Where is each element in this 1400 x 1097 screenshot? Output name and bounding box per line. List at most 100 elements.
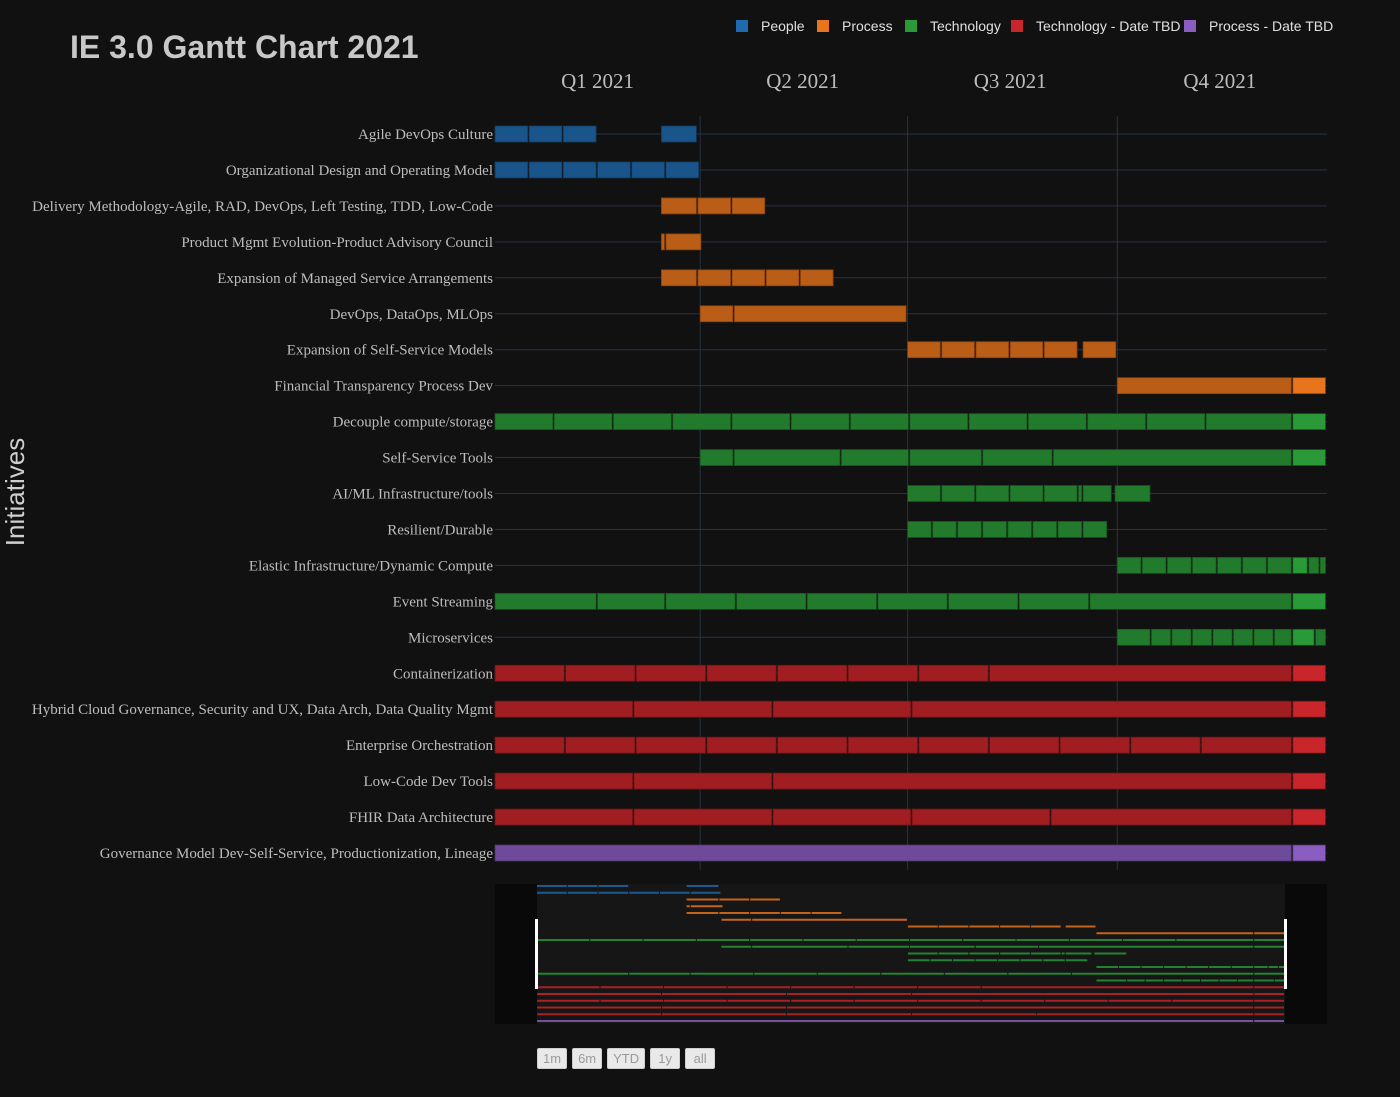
gantt-bar[interactable] [1192,628,1212,646]
gantt-bar[interactable] [661,233,665,251]
gantt-bar[interactable] [1217,557,1242,574]
gantt-bar[interactable] [736,592,807,610]
gantt-bar[interactable] [777,664,848,682]
gantt-bar[interactable] [562,161,597,179]
range-button-all[interactable]: all [685,1048,716,1069]
legend-label-2[interactable]: Process [842,18,893,34]
gantt-bar[interactable] [1292,772,1326,790]
gantt-bar[interactable] [665,233,702,251]
gantt-bar[interactable] [553,413,613,431]
gantt-bar[interactable] [932,521,957,538]
gantt-bar[interactable] [941,341,975,359]
gantt-bar[interactable] [597,161,631,179]
gantt-bar[interactable] [907,341,941,359]
gantt-bar[interactable] [847,736,918,754]
gantt-bar[interactable] [918,664,989,682]
gantt-bar[interactable] [989,664,1292,682]
range-slider-handle-right[interactable] [1284,919,1287,989]
gantt-bar[interactable] [907,485,941,502]
gantt-bar[interactable] [1292,413,1326,431]
gantt-bar[interactable] [765,269,800,287]
gantt-bar[interactable] [494,592,597,610]
gantt-bar[interactable] [633,700,772,718]
gantt-bar[interactable] [562,125,597,143]
gantt-bar[interactable] [800,269,834,287]
gantt-bar[interactable] [494,844,1292,862]
gantt-bar[interactable] [1007,521,1032,538]
gantt-bar[interactable] [1292,377,1326,395]
gantt-bar[interactable] [772,772,1292,790]
range-slider[interactable] [495,884,1327,1024]
gantt-bar[interactable] [565,736,636,754]
gantt-bar[interactable] [1274,628,1292,646]
legend-label-3[interactable]: Technology [930,18,1001,34]
gantt-bar[interactable] [1141,557,1167,574]
gantt-bar[interactable] [1292,592,1326,610]
gantt-bar[interactable] [772,700,912,718]
gantt-bar[interactable] [1059,736,1130,754]
legend[interactable]: People Process Technology Technology - Date… [736,18,1333,34]
gantt-bars[interactable] [494,125,1326,862]
gantt-bar[interactable] [772,808,912,826]
gantt-bar[interactable] [982,449,1053,466]
gantt-bar[interactable] [697,197,731,215]
legend-label-4[interactable]: Technology - Date TBD [1036,18,1180,34]
gantt-bar[interactable] [975,341,1010,359]
range-button-6m[interactable]: 6m [572,1048,603,1069]
gantt-bar[interactable] [1205,413,1292,431]
gantt-bar[interactable] [733,305,907,323]
gantt-bar[interactable] [1292,557,1308,574]
gantt-bar[interactable] [494,736,565,754]
gantt-bar[interactable] [1292,736,1326,754]
gantt-bar[interactable] [731,413,791,431]
gantt-bar[interactable] [631,161,665,179]
gantt-bar[interactable] [1192,557,1217,574]
gantt-bar[interactable] [661,125,697,143]
legend-swatch-5[interactable] [1184,20,1196,32]
gantt-bar[interactable] [1212,628,1233,646]
gantt-bar[interactable] [1308,557,1320,574]
gantt-bar[interactable] [1082,485,1112,502]
gantt-bar[interactable] [806,592,877,610]
gantt-bar[interactable] [957,521,982,538]
gantt-bar[interactable] [494,664,565,682]
legend-swatch-1[interactable] [736,20,748,32]
legend-label-1[interactable]: People [761,18,805,34]
gantt-bar[interactable] [1082,341,1117,359]
gantt-bar[interactable] [733,449,841,466]
gantt-bar[interactable] [1089,592,1292,610]
gantt-bar[interactable] [699,305,734,323]
gantt-bar[interactable] [1116,628,1151,646]
gantt-bar[interactable] [672,413,731,431]
gantt-bar[interactable] [706,664,777,682]
gantt-bar[interactable] [968,413,1028,431]
gantt-bar[interactable] [1032,521,1057,538]
gantt-bar[interactable] [918,736,989,754]
gantt-bar[interactable] [909,413,969,431]
gantt-bar[interactable] [1242,557,1267,574]
gantt-bar[interactable] [1315,628,1326,646]
gantt-bar[interactable] [850,413,909,431]
range-slider-handle-left[interactable] [535,919,538,989]
gantt-bar[interactable] [528,161,563,179]
gantt-bar[interactable] [909,449,982,466]
gantt-bar[interactable] [1292,449,1326,466]
gantt-bar[interactable] [1319,557,1326,574]
gantt-bar[interactable] [1009,341,1044,359]
legend-swatch-4[interactable] [1011,20,1023,32]
gantt-bar[interactable] [982,521,1007,538]
gantt-bar[interactable] [1292,664,1326,682]
gantt-bar[interactable] [697,269,731,287]
gantt-bar[interactable] [494,772,633,790]
gantt-bar[interactable] [1167,557,1192,574]
gantt-bar[interactable] [613,413,672,431]
gantt-bar[interactable] [1053,449,1292,466]
range-button-1y[interactable]: 1y [650,1048,681,1069]
gantt-bar[interactable] [841,449,909,466]
gantt-bar[interactable] [1130,736,1201,754]
gantt-bar[interactable] [1116,557,1142,574]
legend-swatch-3[interactable] [905,20,917,32]
gantt-bar[interactable] [1027,413,1087,431]
gantt-bar[interactable] [661,197,697,215]
gantt-bar[interactable] [1057,521,1082,538]
